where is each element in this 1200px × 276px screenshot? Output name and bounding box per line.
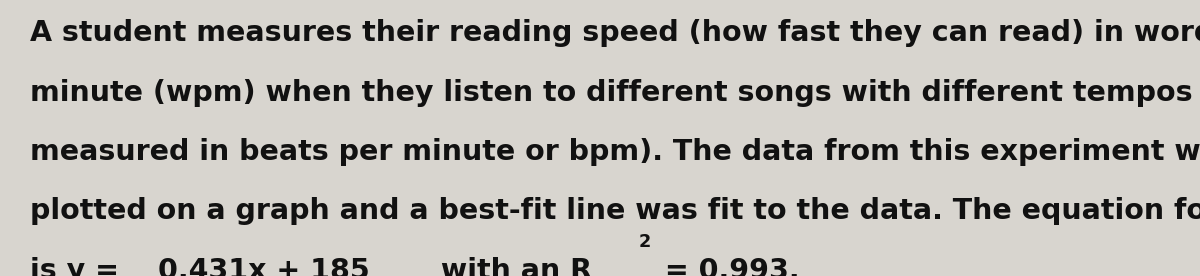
Text: A student measures their reading speed (how fast they can read) in words per: A student measures their reading speed (… (30, 19, 1200, 47)
Text: = 0.993.: = 0.993. (654, 257, 799, 276)
Text: with an R: with an R (431, 257, 592, 276)
Text: is y =: is y = (30, 257, 128, 276)
Text: measured in beats per minute or bpm). The data from this experiment were: measured in beats per minute or bpm). Th… (30, 138, 1200, 166)
Text: plotted on a graph and a best-fit line was fit to the data. The equation for the: plotted on a graph and a best-fit line w… (30, 197, 1200, 225)
Text: minute (wpm) when they listen to different songs with different tempos (tempo is: minute (wpm) when they listen to differe… (30, 79, 1200, 107)
Text: 2: 2 (638, 233, 650, 251)
Text: 0.431x + 185: 0.431x + 185 (157, 257, 370, 276)
